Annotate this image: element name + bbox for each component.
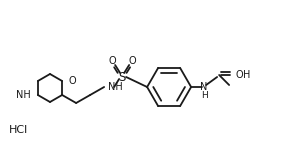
Text: O: O (108, 56, 116, 66)
Text: NH: NH (16, 90, 31, 100)
Text: H: H (201, 91, 208, 100)
Text: O: O (235, 70, 243, 80)
Text: S: S (118, 70, 126, 83)
Text: O: O (128, 56, 136, 66)
Text: O: O (68, 76, 76, 86)
Text: HCl: HCl (8, 125, 28, 135)
Text: H: H (243, 70, 251, 80)
Text: N: N (200, 82, 208, 92)
Text: NH: NH (108, 82, 123, 92)
